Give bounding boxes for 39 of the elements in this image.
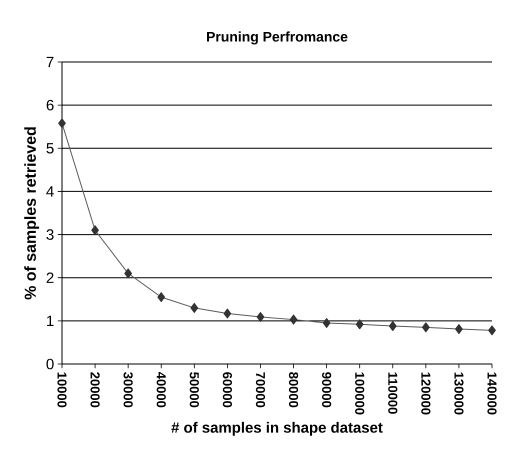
y-tick-label: 4 [46,186,54,197]
x-tick-label: 50000 [190,372,199,408]
point [488,325,496,336]
x-axis-title: # of samples in shape dataset [171,422,383,436]
x-tick-label: 30000 [124,372,133,408]
point [388,321,397,332]
y-tick-label: 6 [46,100,54,110]
point [58,118,66,128]
point [422,322,430,332]
x-tick-label: 100000 [355,372,364,414]
x-tick-label: 40000 [156,372,166,408]
x-tick-label: 90000 [322,372,332,408]
y-tick-label: 1 [47,316,54,326]
y-tick-label: 2 [46,272,54,283]
point [356,319,364,330]
chart-title: Pruning Perfromance [207,31,348,44]
x-tick-label: 70000 [256,372,266,408]
point [256,312,264,322]
y-tick-label: 5 [46,143,54,154]
y-tick-label: 7 [46,56,54,68]
point [224,308,232,319]
x-tick-label: 140000 [487,372,497,414]
y-axis-title: % of samples retrieved [24,127,40,300]
y-tick-label: 0 [46,358,54,370]
point [455,324,463,334]
x-tick-label: 10000 [57,372,67,408]
point [190,302,198,313]
x-tick-label: 20000 [90,372,100,408]
point [124,268,132,278]
y-tick-label: 3 [46,229,54,240]
point [157,292,166,302]
x-tick-label: 120000 [421,372,430,414]
x-tick-label: 80000 [288,372,298,408]
x-tick-label: 110000 [388,372,398,414]
x-tick-label: 60000 [222,372,232,408]
x-tick-label: 130000 [454,372,464,414]
point [322,318,330,328]
point [91,225,99,236]
point [290,314,298,325]
